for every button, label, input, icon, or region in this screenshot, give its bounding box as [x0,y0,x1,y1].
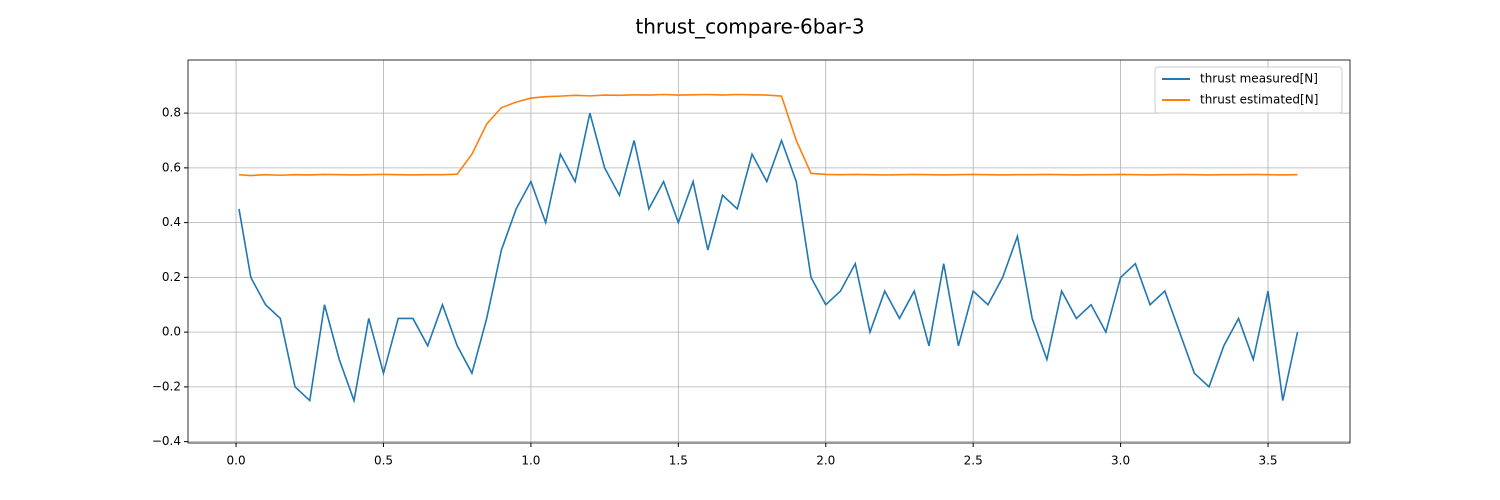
y-tick-label: 0.6 [162,160,181,174]
legend-label: thrust estimated[N] [1200,93,1318,107]
x-tick-label: 3.5 [1258,454,1277,468]
x-tick-label: 1.0 [521,454,540,468]
grid [188,60,1350,443]
y-tick-label: 0.8 [162,106,181,120]
legend-box [1154,66,1343,114]
legend: thrust measured[N] thrust estimated[N] [1154,66,1343,114]
x-tick-label: 1.5 [669,454,688,468]
legend-label: thrust measured[N] [1200,72,1318,86]
lines [238,93,1299,404]
data-line [238,112,1299,404]
x-tick-label: 2.0 [816,454,835,468]
x-tick-label: 3.0 [1111,454,1130,468]
x-tick-label: 2.5 [964,454,983,468]
y-tick-label: 0.2 [162,270,181,284]
y-tick-label: −0.4 [152,434,181,448]
ticks: 0.0 0.5 1.0 1.5 2.0 2.5 3.0 3.5 −0.4 −0.2 0.0 0.2 0.… [152,106,1278,468]
y-tick-label: 0.0 [162,325,181,339]
x-tick-label: 0.5 [374,454,393,468]
y-tick-label: −0.2 [152,379,181,393]
data-line [238,93,1298,177]
plot-frame [187,59,1351,444]
x-tick-label: 0.0 [227,454,246,468]
chart-title: thrust_compare-6bar-3 [635,15,864,39]
y-tick-label: 0.4 [162,215,181,229]
